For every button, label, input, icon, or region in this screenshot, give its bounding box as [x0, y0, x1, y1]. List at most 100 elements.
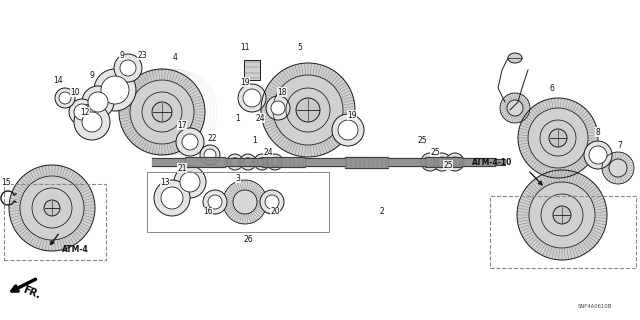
Text: 22: 22 [207, 133, 217, 142]
Circle shape [44, 200, 60, 216]
Text: FR.: FR. [22, 285, 42, 301]
Circle shape [94, 69, 136, 111]
Circle shape [267, 154, 283, 170]
Text: 1: 1 [253, 135, 257, 145]
Circle shape [271, 158, 280, 166]
Circle shape [244, 158, 252, 166]
Circle shape [517, 170, 607, 260]
Circle shape [180, 172, 200, 192]
Circle shape [88, 92, 108, 112]
Text: SNF4A0610B: SNF4A0610B [578, 304, 612, 309]
Text: 17: 17 [177, 121, 187, 130]
Circle shape [450, 157, 460, 167]
Bar [147, 172, 329, 232]
Circle shape [119, 69, 205, 155]
Circle shape [55, 88, 75, 108]
Text: 11: 11 [240, 44, 250, 52]
Text: 14: 14 [53, 76, 63, 84]
Circle shape [182, 134, 198, 150]
Text: 9: 9 [120, 51, 124, 60]
Circle shape [260, 190, 284, 214]
Ellipse shape [508, 53, 522, 63]
Text: 13: 13 [160, 178, 170, 187]
Circle shape [446, 153, 464, 171]
Circle shape [254, 154, 270, 170]
Circle shape [500, 93, 530, 123]
Circle shape [296, 98, 320, 122]
Circle shape [271, 101, 285, 115]
Circle shape [437, 157, 447, 167]
Circle shape [74, 104, 90, 120]
Circle shape [200, 145, 220, 165]
Bar [490, 196, 636, 268]
Circle shape [69, 99, 95, 125]
Text: 19: 19 [347, 110, 357, 119]
Circle shape [266, 96, 290, 120]
Circle shape [176, 128, 204, 156]
Text: 9: 9 [90, 70, 95, 79]
Text: 4: 4 [173, 53, 177, 62]
Text: 8: 8 [596, 127, 600, 137]
Circle shape [421, 153, 439, 171]
Circle shape [338, 120, 358, 140]
Text: 19: 19 [240, 77, 250, 86]
Circle shape [101, 76, 129, 104]
Circle shape [240, 154, 256, 170]
Text: 7: 7 [618, 140, 623, 149]
Circle shape [602, 152, 634, 184]
Text: 1: 1 [236, 114, 241, 123]
Circle shape [59, 92, 71, 104]
Circle shape [208, 195, 222, 209]
Circle shape [230, 158, 239, 166]
Circle shape [238, 84, 266, 112]
Text: 24: 24 [263, 148, 273, 156]
Circle shape [161, 187, 183, 209]
Text: 10: 10 [70, 87, 80, 97]
Text: 24: 24 [255, 114, 265, 123]
Text: 25: 25 [417, 135, 427, 145]
Text: 12: 12 [80, 108, 90, 116]
Circle shape [553, 206, 571, 224]
Text: 23: 23 [137, 51, 147, 60]
Circle shape [82, 112, 102, 132]
Circle shape [227, 154, 243, 170]
Circle shape [425, 157, 435, 167]
Text: ATM-4: ATM-4 [62, 245, 89, 254]
Circle shape [518, 98, 598, 178]
Text: 3: 3 [236, 173, 241, 182]
Circle shape [584, 141, 612, 169]
Circle shape [203, 190, 227, 214]
Text: 15: 15 [1, 178, 11, 187]
Text: 5: 5 [298, 44, 303, 52]
Text: 16: 16 [203, 207, 213, 217]
Bar [244, 60, 260, 80]
Circle shape [261, 63, 355, 157]
Bar [4, 184, 106, 260]
Circle shape [9, 165, 95, 251]
Circle shape [332, 114, 364, 146]
Text: 6: 6 [550, 84, 554, 92]
Text: 18: 18 [277, 87, 287, 97]
Text: 25: 25 [443, 161, 453, 170]
Circle shape [243, 89, 261, 107]
Circle shape [152, 102, 172, 122]
Text: 20: 20 [270, 207, 280, 217]
Text: 2: 2 [380, 207, 385, 217]
Circle shape [265, 195, 279, 209]
Circle shape [120, 60, 136, 76]
Circle shape [154, 180, 190, 216]
Text: 25: 25 [430, 148, 440, 156]
Text: 21: 21 [177, 164, 187, 172]
Circle shape [433, 153, 451, 171]
Circle shape [74, 104, 110, 140]
Circle shape [258, 158, 266, 166]
Circle shape [174, 166, 206, 198]
Circle shape [549, 129, 567, 147]
Circle shape [223, 180, 267, 224]
Circle shape [204, 149, 216, 161]
Circle shape [82, 86, 114, 118]
Text: 26: 26 [243, 236, 253, 244]
Circle shape [114, 54, 142, 82]
Text: ATM-4-10: ATM-4-10 [472, 157, 513, 166]
Circle shape [589, 146, 607, 164]
